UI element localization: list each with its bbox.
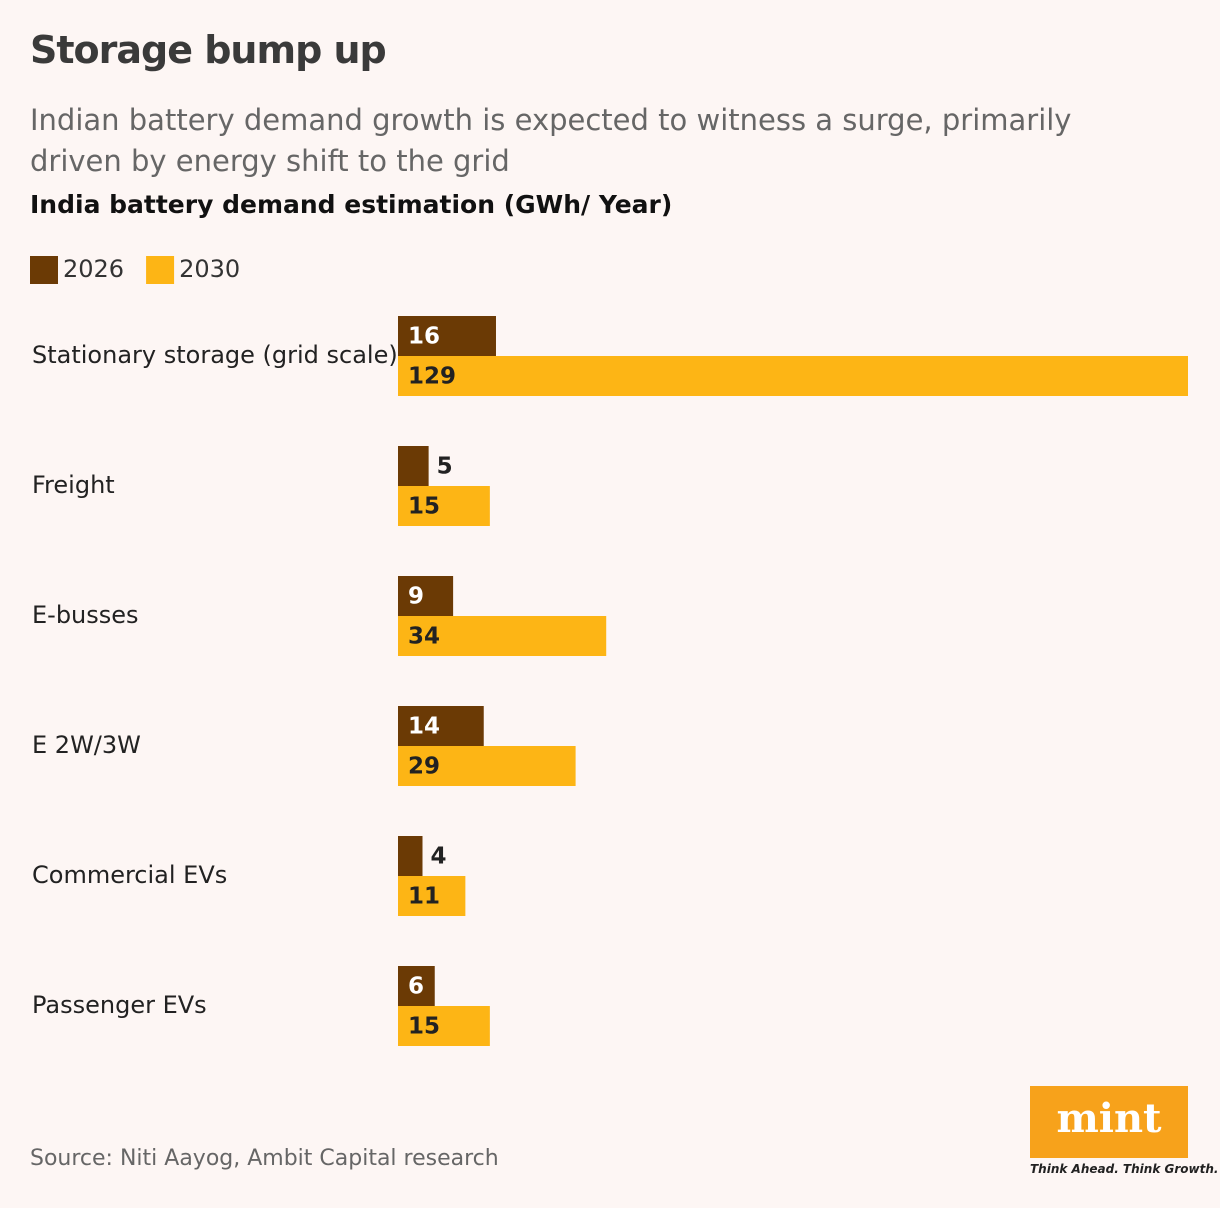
value-label: 5 (437, 454, 453, 480)
category-label: Commercial EVs (32, 861, 227, 889)
legend-label: 2030 (179, 255, 240, 283)
source: Source: Niti Aayog, Ambit Capital resear… (30, 1146, 499, 1171)
bar (398, 836, 423, 876)
category-label: E-busses (32, 601, 139, 629)
category-label: E 2W/3W (32, 731, 141, 759)
legend-swatch (30, 256, 58, 284)
value-label: 15 (408, 1014, 440, 1040)
bar (398, 706, 484, 746)
title: Storage bump up (30, 28, 387, 72)
bar (398, 876, 466, 916)
category-label: Freight (32, 471, 115, 499)
bar (398, 576, 454, 616)
value-label: 6 (408, 974, 424, 1000)
category-label: Stationary storage (grid scale) (32, 341, 398, 369)
value-label: 11 (408, 884, 440, 910)
logo: mint (1030, 1086, 1188, 1158)
bar (398, 746, 576, 786)
category-label: Passenger EVs (32, 991, 207, 1019)
bar (398, 316, 496, 356)
bar (398, 446, 429, 486)
bar (398, 966, 435, 1006)
value-label: 15 (408, 494, 440, 520)
bar (398, 1006, 490, 1046)
subtitle: Indian battery demand growth is expected… (30, 103, 1072, 178)
chart: 2026 2030 Stationary storage (grid scale) 1… (30, 255, 1188, 1046)
chart-title: India battery demand estimation (GWh/ Ye… (30, 190, 673, 219)
value-label: 129 (408, 364, 456, 390)
bar (398, 356, 1188, 396)
bar (398, 486, 490, 526)
value-label: 34 (408, 624, 440, 650)
legend-label: 2026 (63, 255, 124, 283)
value-label: 29 (408, 754, 440, 780)
value-label: 16 (408, 324, 440, 350)
value-label: 9 (408, 584, 424, 610)
tagline: Think Ahead. Think Growth. (1030, 1162, 1219, 1176)
bar (398, 616, 607, 656)
legend-swatch (146, 256, 175, 284)
value-label: 14 (408, 714, 440, 740)
value-label: 4 (430, 844, 446, 870)
